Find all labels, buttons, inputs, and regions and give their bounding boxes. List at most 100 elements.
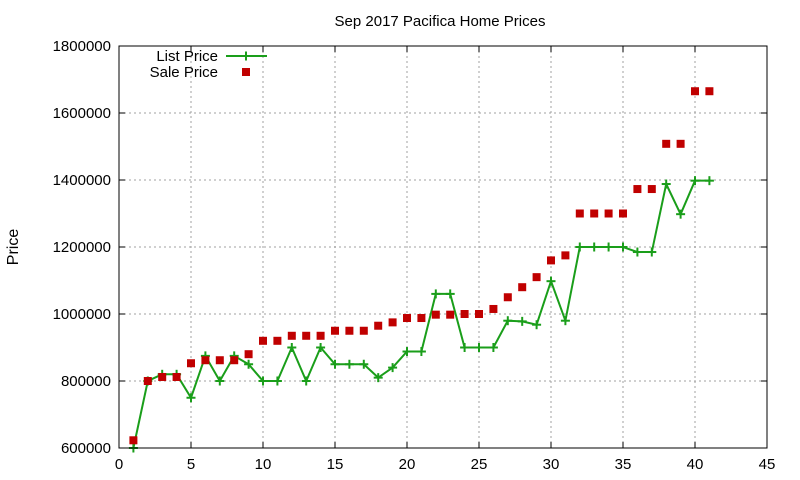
- chart-title: Sep 2017 Pacifica Home Prices: [335, 13, 546, 30]
- y-tick-label: 1000000: [53, 306, 111, 323]
- list-price-point: [359, 359, 369, 369]
- sale-price-point: [590, 209, 599, 218]
- grid-lines: [119, 46, 767, 448]
- sale-price-point: [172, 372, 181, 381]
- series-marks: [128, 87, 714, 453]
- axis-ticks: 0 5 10 15 20 25 30 35 40 45 600000 800000 1000000 120…: [53, 38, 776, 473]
- sale-price-point: [547, 256, 555, 265]
- sale-price-point: [331, 326, 339, 335]
- x-tick-label: 20: [399, 456, 416, 473]
- plot-area-border: [118, 45, 768, 449]
- list-price-point: [517, 316, 527, 326]
- list-price-point: [186, 393, 196, 403]
- sale-price-point: [475, 310, 483, 318]
- list-price-point: [445, 289, 455, 299]
- sale-price-point: [705, 87, 714, 96]
- list-price-point: [258, 376, 268, 386]
- sale-price-point: [345, 326, 354, 335]
- x-tick-label: 15: [327, 456, 344, 473]
- list-price-point: [330, 359, 340, 369]
- list-price-point: [373, 373, 383, 383]
- list-price-point: [604, 242, 614, 252]
- y-tick-label: 1400000: [53, 172, 111, 189]
- sale-price-point: [259, 336, 267, 345]
- list-price-point: [272, 376, 282, 386]
- sale-price-point: [388, 318, 397, 327]
- y-tick-label: 1800000: [53, 38, 111, 55]
- sale-price-point: [431, 310, 440, 319]
- sale-price-point: [619, 209, 627, 218]
- sale-price-point: [503, 293, 512, 302]
- series-list-price: [128, 176, 714, 453]
- sale-price-point: [460, 310, 469, 318]
- legend-square-marker: [242, 68, 250, 76]
- list-price-point: [402, 347, 412, 357]
- x-tick-label: 30: [543, 456, 560, 473]
- list-price-point: [244, 359, 254, 369]
- legend-plus-marker: [241, 51, 251, 61]
- legend-label: Sale Price: [150, 64, 218, 81]
- list-price-point: [546, 276, 556, 286]
- sale-price-point: [244, 350, 253, 359]
- x-tick-label: 0: [115, 456, 123, 473]
- sale-price-point: [374, 321, 383, 330]
- sale-price-point: [143, 377, 152, 385]
- list-price-point: [690, 176, 700, 186]
- list-price-point: [575, 242, 585, 252]
- y-tick-label: 1200000: [53, 239, 111, 256]
- list-price-point: [215, 376, 225, 386]
- legend-label: List Price: [156, 48, 218, 65]
- list-price-point: [431, 289, 441, 299]
- sale-price-point: [273, 336, 282, 345]
- x-tick-label: 10: [255, 456, 272, 473]
- list-price-point: [301, 376, 311, 386]
- list-price-point: [488, 343, 498, 352]
- list-price-point: [647, 247, 657, 257]
- sale-price-point: [201, 356, 210, 365]
- x-tick-label: 35: [615, 456, 632, 473]
- list-price-point: [661, 179, 671, 189]
- sale-price-point: [302, 331, 311, 340]
- y-tick-label: 800000: [61, 373, 111, 390]
- sale-price-point: [417, 314, 426, 323]
- list-price-point: [388, 363, 398, 373]
- sale-price-point: [316, 331, 325, 340]
- sale-price-point: [691, 87, 699, 96]
- sale-price-point: [489, 304, 498, 313]
- x-tick-label: 25: [471, 456, 488, 473]
- sale-price-point: [604, 209, 613, 218]
- sale-price-point: [561, 251, 570, 260]
- sale-price-point: [230, 356, 239, 365]
- sale-price-point: [575, 209, 584, 218]
- sale-price-point: [662, 139, 671, 148]
- list-price-point: [344, 359, 354, 369]
- sale-price-point: [187, 359, 195, 368]
- y-tick-label: 600000: [61, 440, 111, 457]
- sale-price-point: [647, 185, 656, 194]
- sale-price-point: [287, 331, 296, 340]
- list-price-point: [589, 242, 599, 252]
- list-price-point: [618, 242, 628, 252]
- list-price-point: [632, 247, 642, 257]
- y-axis-label: Price: [5, 229, 22, 266]
- sale-price-point: [518, 283, 527, 292]
- list-price-point: [287, 343, 297, 352]
- series-sale-price: [129, 87, 714, 445]
- x-tick-label: 40: [687, 456, 704, 473]
- list-price-point: [460, 343, 470, 352]
- list-price-point: [676, 209, 686, 219]
- list-price-point: [560, 316, 570, 326]
- sale-price-point: [158, 372, 167, 381]
- sale-price-point: [359, 326, 368, 335]
- list-price-point: [503, 316, 513, 326]
- y-tick-label: 1600000: [53, 105, 111, 122]
- list-price-point: [416, 347, 426, 357]
- sale-price-point: [215, 356, 224, 365]
- list-price-point: [532, 320, 542, 330]
- x-tick-label: 45: [759, 456, 776, 473]
- sale-price-point: [532, 273, 541, 282]
- sale-price-point: [676, 139, 685, 148]
- list-price-point: [474, 343, 484, 352]
